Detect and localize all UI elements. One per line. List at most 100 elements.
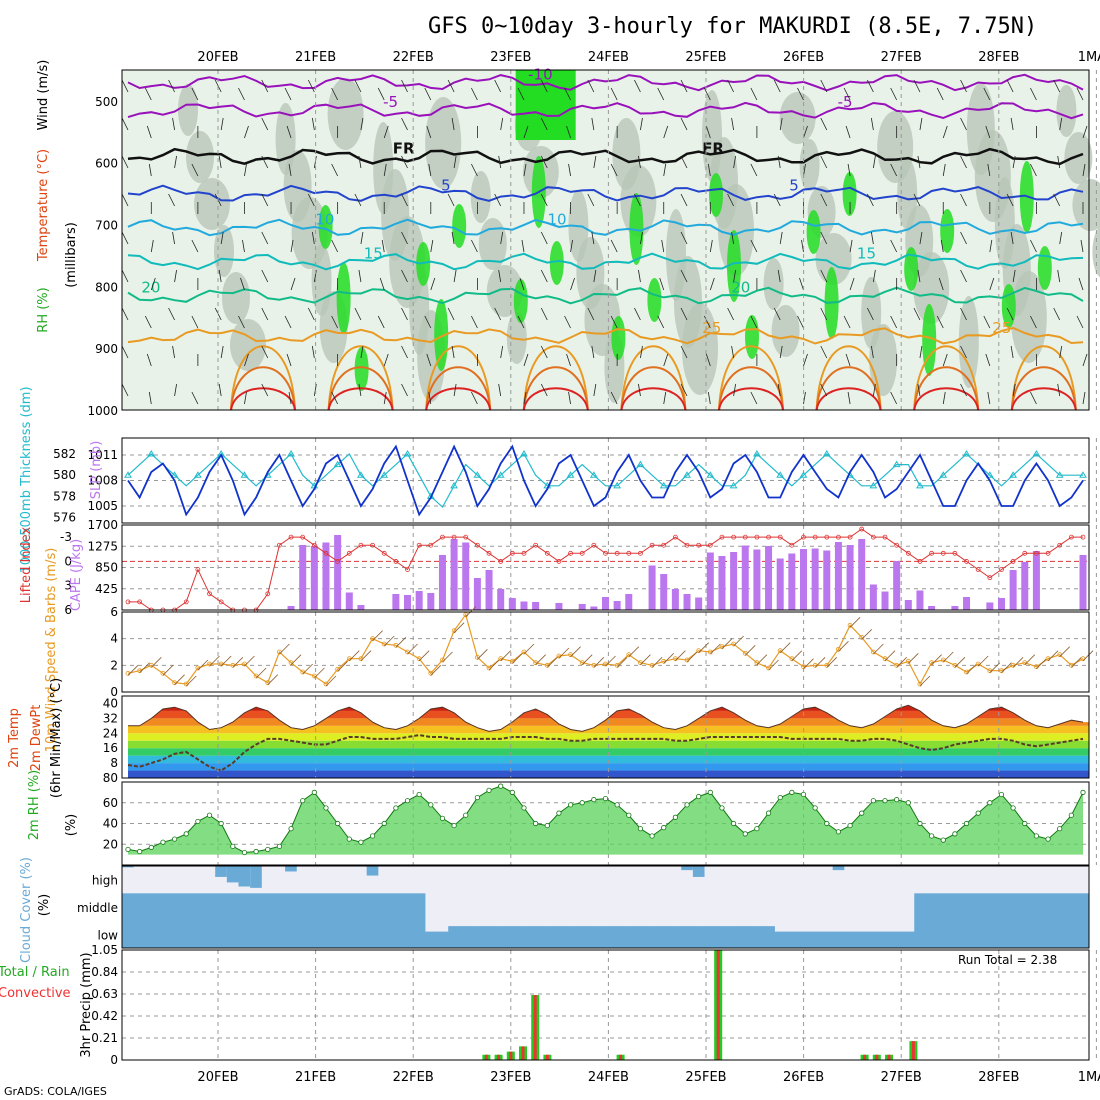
wind-barb: [890, 87, 898, 101]
cape-bar: [823, 550, 831, 610]
wind-barb: [1082, 163, 1086, 177]
isotherm-line: [127, 101, 1084, 120]
cloud-mid-bar: [669, 926, 682, 948]
wind-barb-10m: [826, 657, 838, 668]
rh-grey-patch: [214, 225, 234, 277]
li-point: [964, 559, 969, 564]
wind-barb: [401, 383, 408, 397]
rh-point: [1022, 820, 1028, 827]
cloud-mid-bar: [902, 931, 915, 948]
wind-barb: [960, 117, 967, 131]
wind-barb: [354, 79, 362, 93]
wind-barb: [564, 87, 571, 101]
wind-barb: [121, 383, 129, 397]
wind-barb: [331, 239, 338, 253]
wind-barb: [657, 315, 665, 329]
wind-barb: [727, 79, 734, 93]
date-label-top: 23FEB: [490, 50, 531, 65]
li-point: [801, 534, 806, 540]
wind-barb: [709, 277, 715, 291]
cape-bar: [963, 597, 971, 610]
wind-barb: [517, 315, 525, 329]
wind-barb: [779, 117, 783, 131]
date-label-top: 26FEB: [783, 50, 824, 65]
rh-grey-patch: [222, 272, 250, 324]
wind-barb-10m: [640, 654, 651, 665]
cape-bar: [858, 539, 866, 610]
li-point: [882, 534, 888, 540]
wind-barb: [358, 269, 362, 283]
wind-barb: [659, 277, 665, 291]
isotherm-line: [127, 147, 1084, 166]
cloud-mid-bar: [518, 926, 531, 948]
wind-barb-10m: [896, 657, 907, 668]
wind-barb: [500, 117, 504, 131]
li-point: [207, 591, 212, 597]
thickness-point: [729, 481, 738, 489]
wind-barb: [890, 239, 898, 253]
cloud-mid-bar: [739, 926, 752, 948]
cloud-mid-bar: [681, 926, 694, 948]
cloud-mid-bar: [226, 893, 240, 948]
rh-point: [253, 848, 259, 855]
temp-band: [122, 718, 1089, 726]
wind-barb: [311, 117, 315, 131]
li-point: [929, 550, 934, 556]
wind-barb: [150, 277, 156, 291]
wind-barb: [383, 353, 389, 367]
bl-isotherm: [913, 387, 980, 411]
wind-barb: [610, 163, 618, 177]
wind-barb: [820, 117, 828, 131]
wind-barb: [727, 193, 734, 207]
wind-barb: [919, 231, 923, 245]
wind-barb: [261, 155, 269, 169]
rh-point: [928, 833, 935, 839]
wind-barb: [960, 231, 967, 245]
cape-bar: [730, 552, 738, 610]
upper-frame: [121, 69, 1090, 411]
li-point: [905, 550, 911, 556]
cloud-mid-bar: [716, 926, 729, 948]
rh-point: [544, 822, 550, 829]
thickness-point: [799, 471, 808, 478]
temp-tick-extra: 80: [103, 771, 118, 785]
li-point: [707, 542, 713, 548]
li-point: [836, 534, 841, 540]
thickness-point: [892, 460, 901, 468]
cape-bar: [415, 591, 423, 610]
wind-barb: [401, 117, 408, 131]
bl-isotherm: [815, 345, 882, 411]
precip-label: 3hr Precip (mm): [79, 952, 94, 1057]
cloud-high-bar: [681, 866, 693, 871]
wind-barb: [634, 79, 641, 93]
wind-barb: [360, 231, 364, 245]
wind-barb-10m: [348, 650, 360, 661]
isotherm-line: [127, 286, 1084, 305]
wind-barb: [1012, 155, 1016, 169]
wind-tick: 2: [110, 658, 118, 672]
cape-bar: [660, 574, 668, 610]
precip-conv-bar: [545, 1054, 549, 1060]
wind-barb: [985, 125, 991, 139]
cloud-mid-bar: [122, 893, 135, 948]
wind10m-label: 10m Wind Speed & Barbs (m/s): [44, 548, 59, 753]
li-point: [463, 534, 469, 540]
wind-barb: [288, 391, 292, 405]
li-point: [719, 534, 725, 540]
li-point: [579, 550, 585, 556]
wind-barb: [1059, 117, 1063, 131]
isotherm-label: 25: [702, 319, 721, 337]
cape-bar: [625, 594, 633, 610]
cloud-mid-bar: [611, 926, 624, 948]
thickness-point: [287, 449, 295, 457]
rh-green-patch: [452, 204, 467, 248]
wind-barb: [960, 269, 967, 283]
wind-barb: [705, 353, 711, 367]
cloud-mid-bar: [692, 926, 706, 948]
cape-bar: [508, 598, 516, 610]
wind-barb: [540, 383, 548, 397]
rh-tick: 60: [103, 796, 118, 810]
wind-barb: [843, 87, 851, 101]
wind-barb: [1012, 383, 1016, 397]
isotherm-label: 5: [789, 177, 799, 195]
